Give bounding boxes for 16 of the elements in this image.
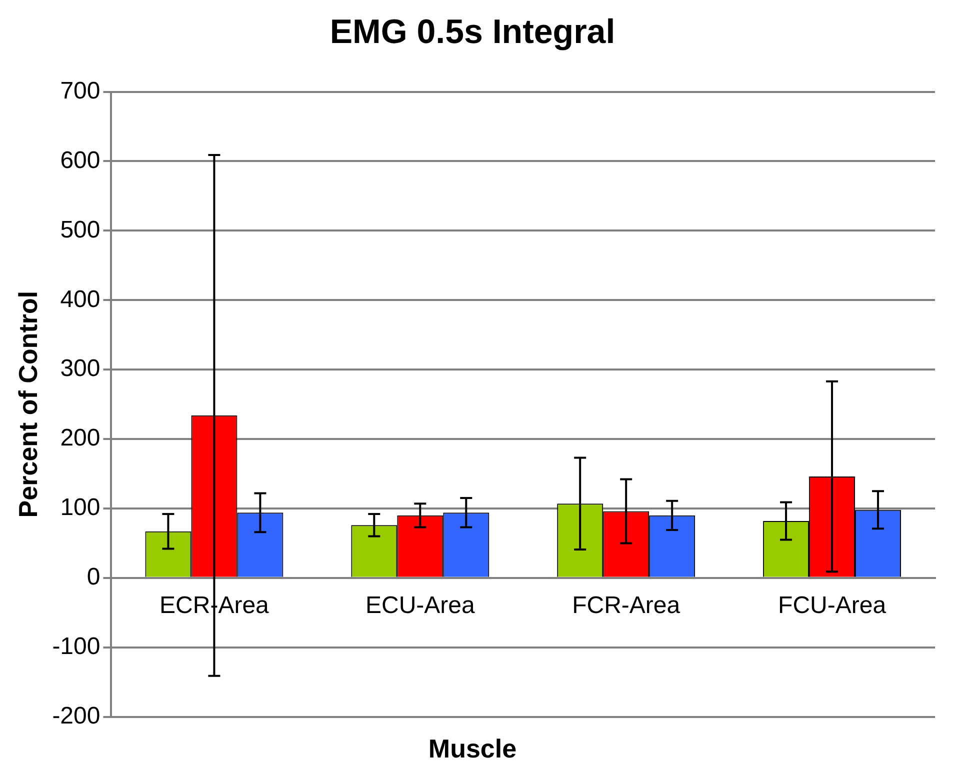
y-tick-label: 700	[60, 77, 100, 104]
x-tick-label: ECU-Area	[365, 592, 476, 619]
y-axis-title: Percent of Control	[12, 290, 43, 518]
chart-title: EMG 0.5s Integral	[330, 12, 616, 51]
x-axis-title: Muscle	[428, 734, 517, 764]
y-tick-label: 400	[60, 286, 100, 313]
y-tick-label: -100	[52, 632, 100, 660]
y-tick-label: 0	[86, 564, 100, 591]
y-tick-label: 200	[60, 424, 100, 452]
y-tick-label: 100	[60, 494, 100, 522]
y-tick-label: 300	[60, 355, 100, 382]
x-tick-label: FCU-Area	[778, 592, 887, 619]
y-tick-label: 600	[60, 146, 100, 174]
y-tick-label: 500	[60, 216, 100, 244]
x-tick-label: FCR-Area	[572, 592, 681, 619]
y-tick-label: -200	[52, 702, 100, 730]
